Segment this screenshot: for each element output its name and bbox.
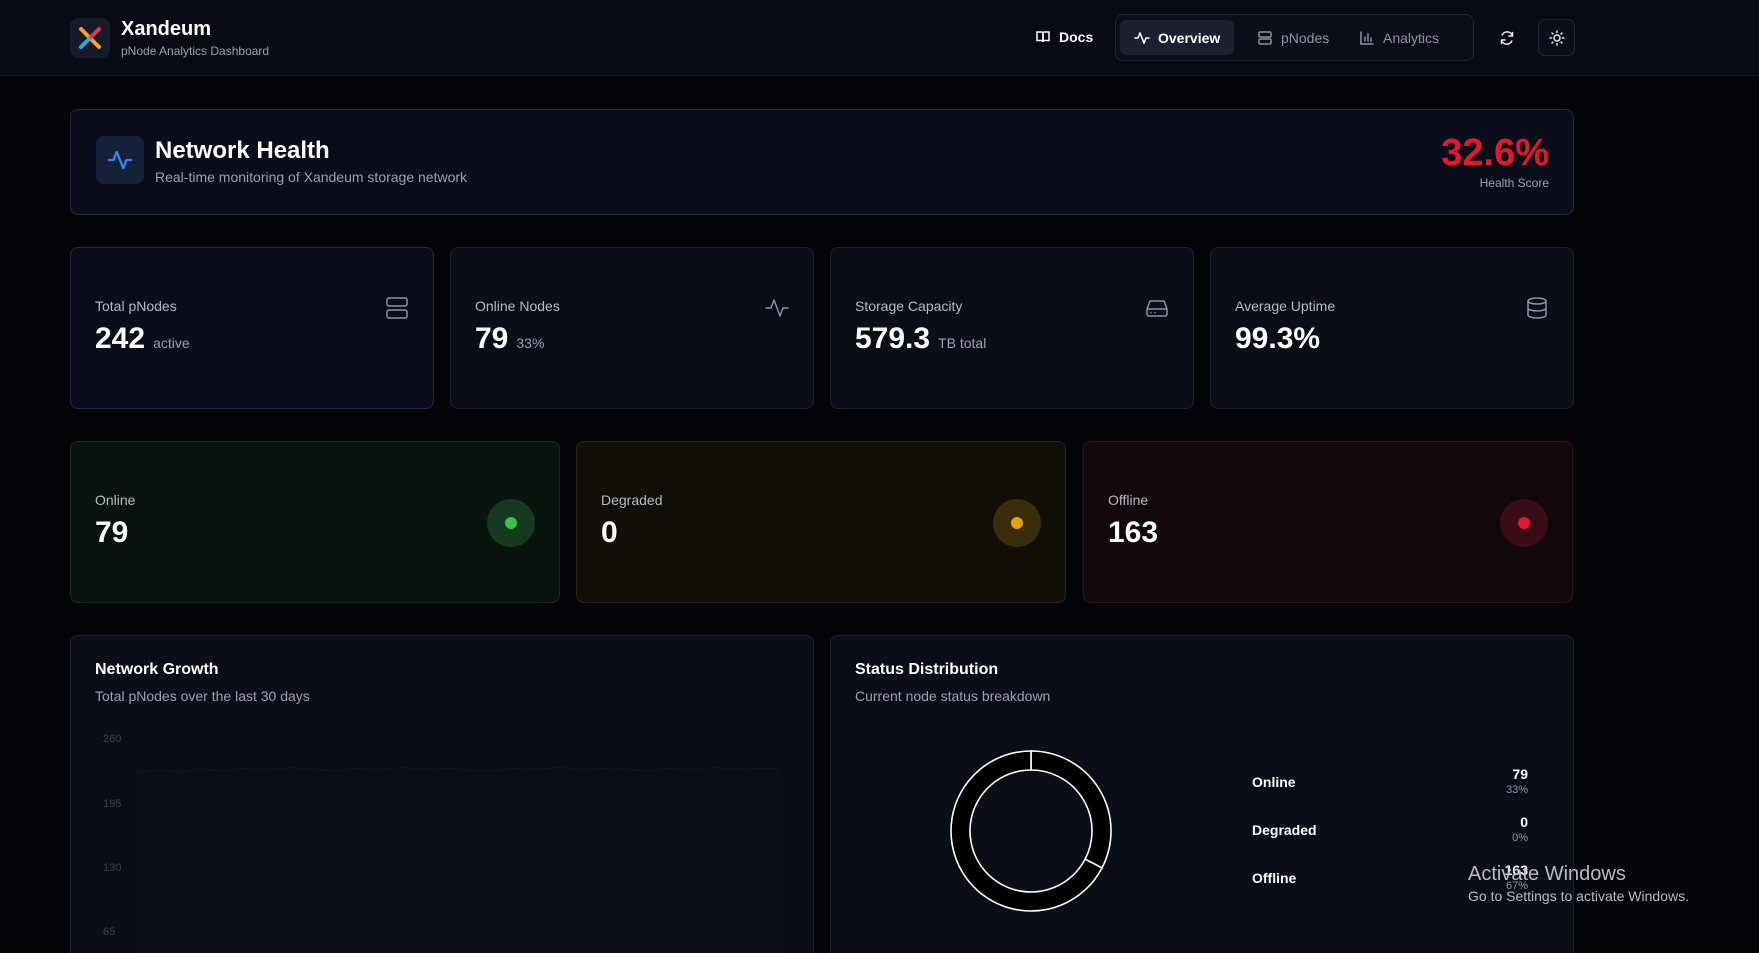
bar-chart-icon [1360, 30, 1374, 45]
status-distribution-panel: Status Distribution Current node status … [830, 635, 1574, 953]
docs-label: Docs [1059, 29, 1094, 45]
status-card-online[interactable]: Online 79 [70, 441, 560, 603]
stat-label: Storage Capacity [855, 298, 963, 314]
legend-count: 163 [1504, 862, 1528, 878]
stat-card-online-nodes[interactable]: Online Nodes 79 33% [450, 247, 814, 409]
growth-subtitle: Total pNodes over the last 30 days [95, 688, 310, 704]
donut-slice-offline[interactable] [950, 750, 1104, 912]
book-icon [1036, 31, 1050, 43]
app-subtitle: pNode Analytics Dashboard [121, 44, 270, 58]
stat-label: Average Uptime [1235, 298, 1336, 314]
online-indicator [487, 499, 535, 547]
sun-icon [1548, 29, 1565, 46]
y-tick-label: 195 [103, 798, 122, 810]
health-score-label: Health Score [1479, 176, 1549, 190]
network-health-card: Network Health Real-time monitoring of X… [70, 109, 1574, 215]
activity-icon [1134, 31, 1150, 44]
distribution-title: Status Distribution [855, 661, 999, 678]
tab-analytics-label: Analytics [1383, 29, 1440, 46]
growth-area [135, 767, 781, 953]
legend-count: 79 [1512, 766, 1528, 782]
top-header: Xandeum pNode Analytics Dashboard Docs O… [0, 0, 1759, 76]
legend-pct: 33% [1505, 784, 1528, 796]
growth-title: Network Growth [95, 661, 219, 678]
stat-label: Online Nodes [475, 298, 560, 314]
distribution-subtitle: Current node status breakdown [855, 688, 1051, 704]
legend-pct: 67% [1505, 880, 1528, 892]
health-activity-icon [96, 136, 144, 184]
stat-value: 579.3 [855, 322, 931, 355]
refresh-icon [1500, 30, 1513, 45]
health-title: Network Health [155, 137, 330, 164]
health-score: 32.6% [1441, 132, 1549, 174]
y-tick-label: 130 [103, 862, 122, 874]
status-label: Online [95, 492, 136, 508]
tab-overview-label: Overview [1158, 29, 1221, 46]
legend-row-online: Online 79 33% [1252, 766, 1552, 802]
status-donut-chart [950, 750, 1112, 912]
y-tick-label: 65 [103, 926, 116, 938]
legend-count: 0 [1520, 814, 1528, 830]
status-value: 79 [95, 516, 129, 549]
server-icon [386, 297, 408, 319]
tab-overview[interactable]: Overview [1120, 20, 1235, 55]
y-tick-label: 260 [103, 733, 122, 745]
status-label: Offline [1108, 492, 1149, 508]
status-value: 0 [601, 516, 618, 549]
network-growth-chart [135, 766, 781, 953]
donut-slice-online[interactable] [1030, 750, 1112, 870]
tab-pnodes[interactable]: pNodes [1243, 20, 1343, 55]
xandeum-logo [70, 18, 110, 58]
status-label: Degraded [601, 492, 663, 508]
offline-indicator [1500, 499, 1548, 547]
database-icon [1527, 297, 1547, 319]
stat-card-storage-capacity[interactable]: Storage Capacity 579.3 TB total [830, 247, 1194, 409]
stat-value: 79 [475, 322, 509, 355]
legend-name: Offline [1252, 870, 1297, 886]
hard-drive-icon [1146, 300, 1168, 317]
stat-suffix: TB total [938, 335, 987, 351]
refresh-button[interactable] [1488, 19, 1525, 56]
docs-link[interactable]: Docs [1024, 22, 1104, 52]
legend-name: Degraded [1252, 822, 1317, 838]
stat-card-average-uptime[interactable]: Average Uptime 99.3% [1210, 247, 1574, 409]
tab-pnodes-label: pNodes [1281, 29, 1330, 46]
stat-value: 99.3% [1235, 322, 1321, 355]
main-nav: Overview pNodes Analytics [1115, 14, 1474, 61]
network-growth-panel: Network Growth Total pNodes over the las… [70, 635, 814, 953]
health-subtitle: Real-time monitoring of Xandeum storage … [155, 169, 468, 185]
legend-row-offline: Offline 163 67% [1252, 862, 1552, 898]
growth-line [135, 766, 781, 775]
legend-pct: 0% [1512, 832, 1528, 844]
app-title: Xandeum [121, 18, 212, 40]
stat-label: Total pNodes [95, 298, 177, 314]
stat-value: 242 [95, 322, 146, 355]
status-value: 163 [1108, 516, 1159, 549]
activity-icon [765, 299, 789, 317]
watermark-subtitle: Go to Settings to activate Windows. [1468, 888, 1689, 904]
degraded-indicator [993, 499, 1041, 547]
tab-analytics[interactable]: Analytics [1345, 20, 1453, 55]
theme-toggle-button[interactable] [1538, 19, 1575, 56]
stat-card-total-pnodes[interactable]: Total pNodes 242 active [70, 247, 434, 409]
status-card-degraded[interactable]: Degraded 0 [576, 441, 1066, 603]
legend-row-degraded: Degraded 0 0% [1252, 814, 1552, 850]
legend-name: Online [1252, 774, 1296, 790]
stat-suffix: active [153, 335, 190, 351]
status-card-offline[interactable]: Offline 163 [1083, 441, 1573, 603]
brand[interactable]: Xandeum pNode Analytics Dashboard [70, 17, 269, 59]
watermark-title: Activate Windows [1468, 863, 1626, 885]
server-icon [1258, 30, 1272, 45]
stat-suffix: 33% [516, 335, 545, 351]
windows-activation-watermark: Activate Windows Go to Settings to activ… [1468, 862, 1689, 906]
